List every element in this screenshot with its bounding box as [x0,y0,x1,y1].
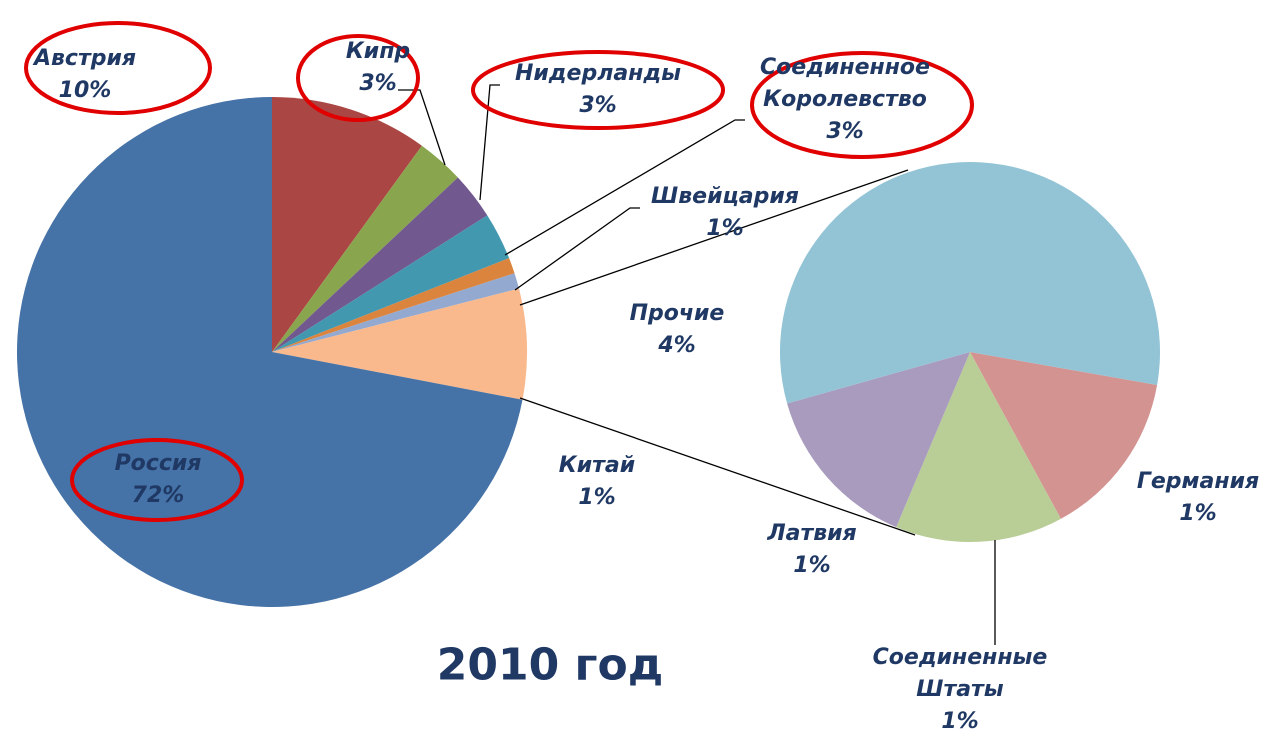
slice-name: Кипр [345,39,411,64]
slice-value: 1% [578,485,616,510]
leader-line [514,207,640,291]
connector-line [519,169,909,306]
pie-slice [272,215,510,352]
slice-value: 1% [706,216,744,241]
data-label: Германия 1% [1128,466,1268,530]
pie-slice [272,258,515,352]
data-label: Китай 1% [547,450,647,514]
slice-name: Швейцария [651,184,799,209]
slice-value: 3% [579,93,617,118]
slice-name: Соединенное Королевство [760,55,930,112]
leader-lines [398,84,996,645]
slice-value: 3% [359,71,397,96]
pie-slice [896,352,1061,543]
data-label: Австрия 10% [5,43,165,107]
data-label: Россия 72% [88,448,228,512]
data-label: Прочие 4% [617,298,737,362]
chart-title: 2010 год [436,639,664,691]
slice-value: 10% [58,78,112,103]
pie-slice [272,145,458,352]
slice-value: 1% [793,553,831,578]
pie-slice [787,352,970,528]
pie-slice [17,97,523,607]
data-label: Швейцария 1% [625,181,825,245]
leader-line [479,84,500,201]
highlight-ellipse [70,438,244,522]
data-label: Латвия 1% [752,518,872,582]
pie-slice [272,288,528,400]
slice-name: Нидерланды [514,61,682,86]
slice-value: 1% [1179,501,1217,526]
pie-slice [780,162,1160,404]
slice-name: Австрия [33,46,137,71]
highlight-ellipse [471,50,725,130]
slice-value: 4% [658,333,696,358]
leader-line [398,89,446,166]
slice-name: Латвия [767,521,857,546]
data-label: Соединенные Штаты 1% [860,642,1060,732]
slice-name: Прочие [629,301,725,326]
data-label: Кипр 3% [328,36,428,100]
slice-value: 72% [131,483,185,508]
leader-line [504,119,745,256]
slice-name: Россия [114,451,202,476]
pie-slice [272,177,488,352]
connector-line [519,397,916,536]
pie-slice [970,352,1158,519]
pie-slice [272,273,519,352]
highlight-ellipse [24,21,212,115]
highlight-ellipse [750,51,974,159]
slice-value: 1% [941,709,979,732]
slice-name: Германия [1136,469,1260,494]
highlight-ellipses [24,21,974,522]
highlight-ellipse [296,34,420,122]
slice-name: Соединенные Штаты [872,645,1048,702]
pie-slice [272,97,422,352]
data-label: Нидерланды 3% [498,58,698,122]
data-label: Соединенное Королевство 3% [750,52,940,148]
slice-name: Китай [558,453,636,478]
slice-value: 3% [826,119,864,144]
